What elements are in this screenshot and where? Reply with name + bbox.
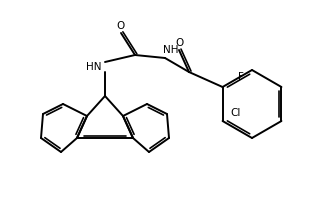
Text: O: O bbox=[117, 21, 125, 31]
Text: F: F bbox=[238, 72, 244, 82]
Text: Cl: Cl bbox=[230, 108, 241, 118]
Text: O: O bbox=[176, 38, 184, 48]
Text: HN: HN bbox=[86, 62, 102, 72]
Text: NH: NH bbox=[163, 45, 179, 55]
